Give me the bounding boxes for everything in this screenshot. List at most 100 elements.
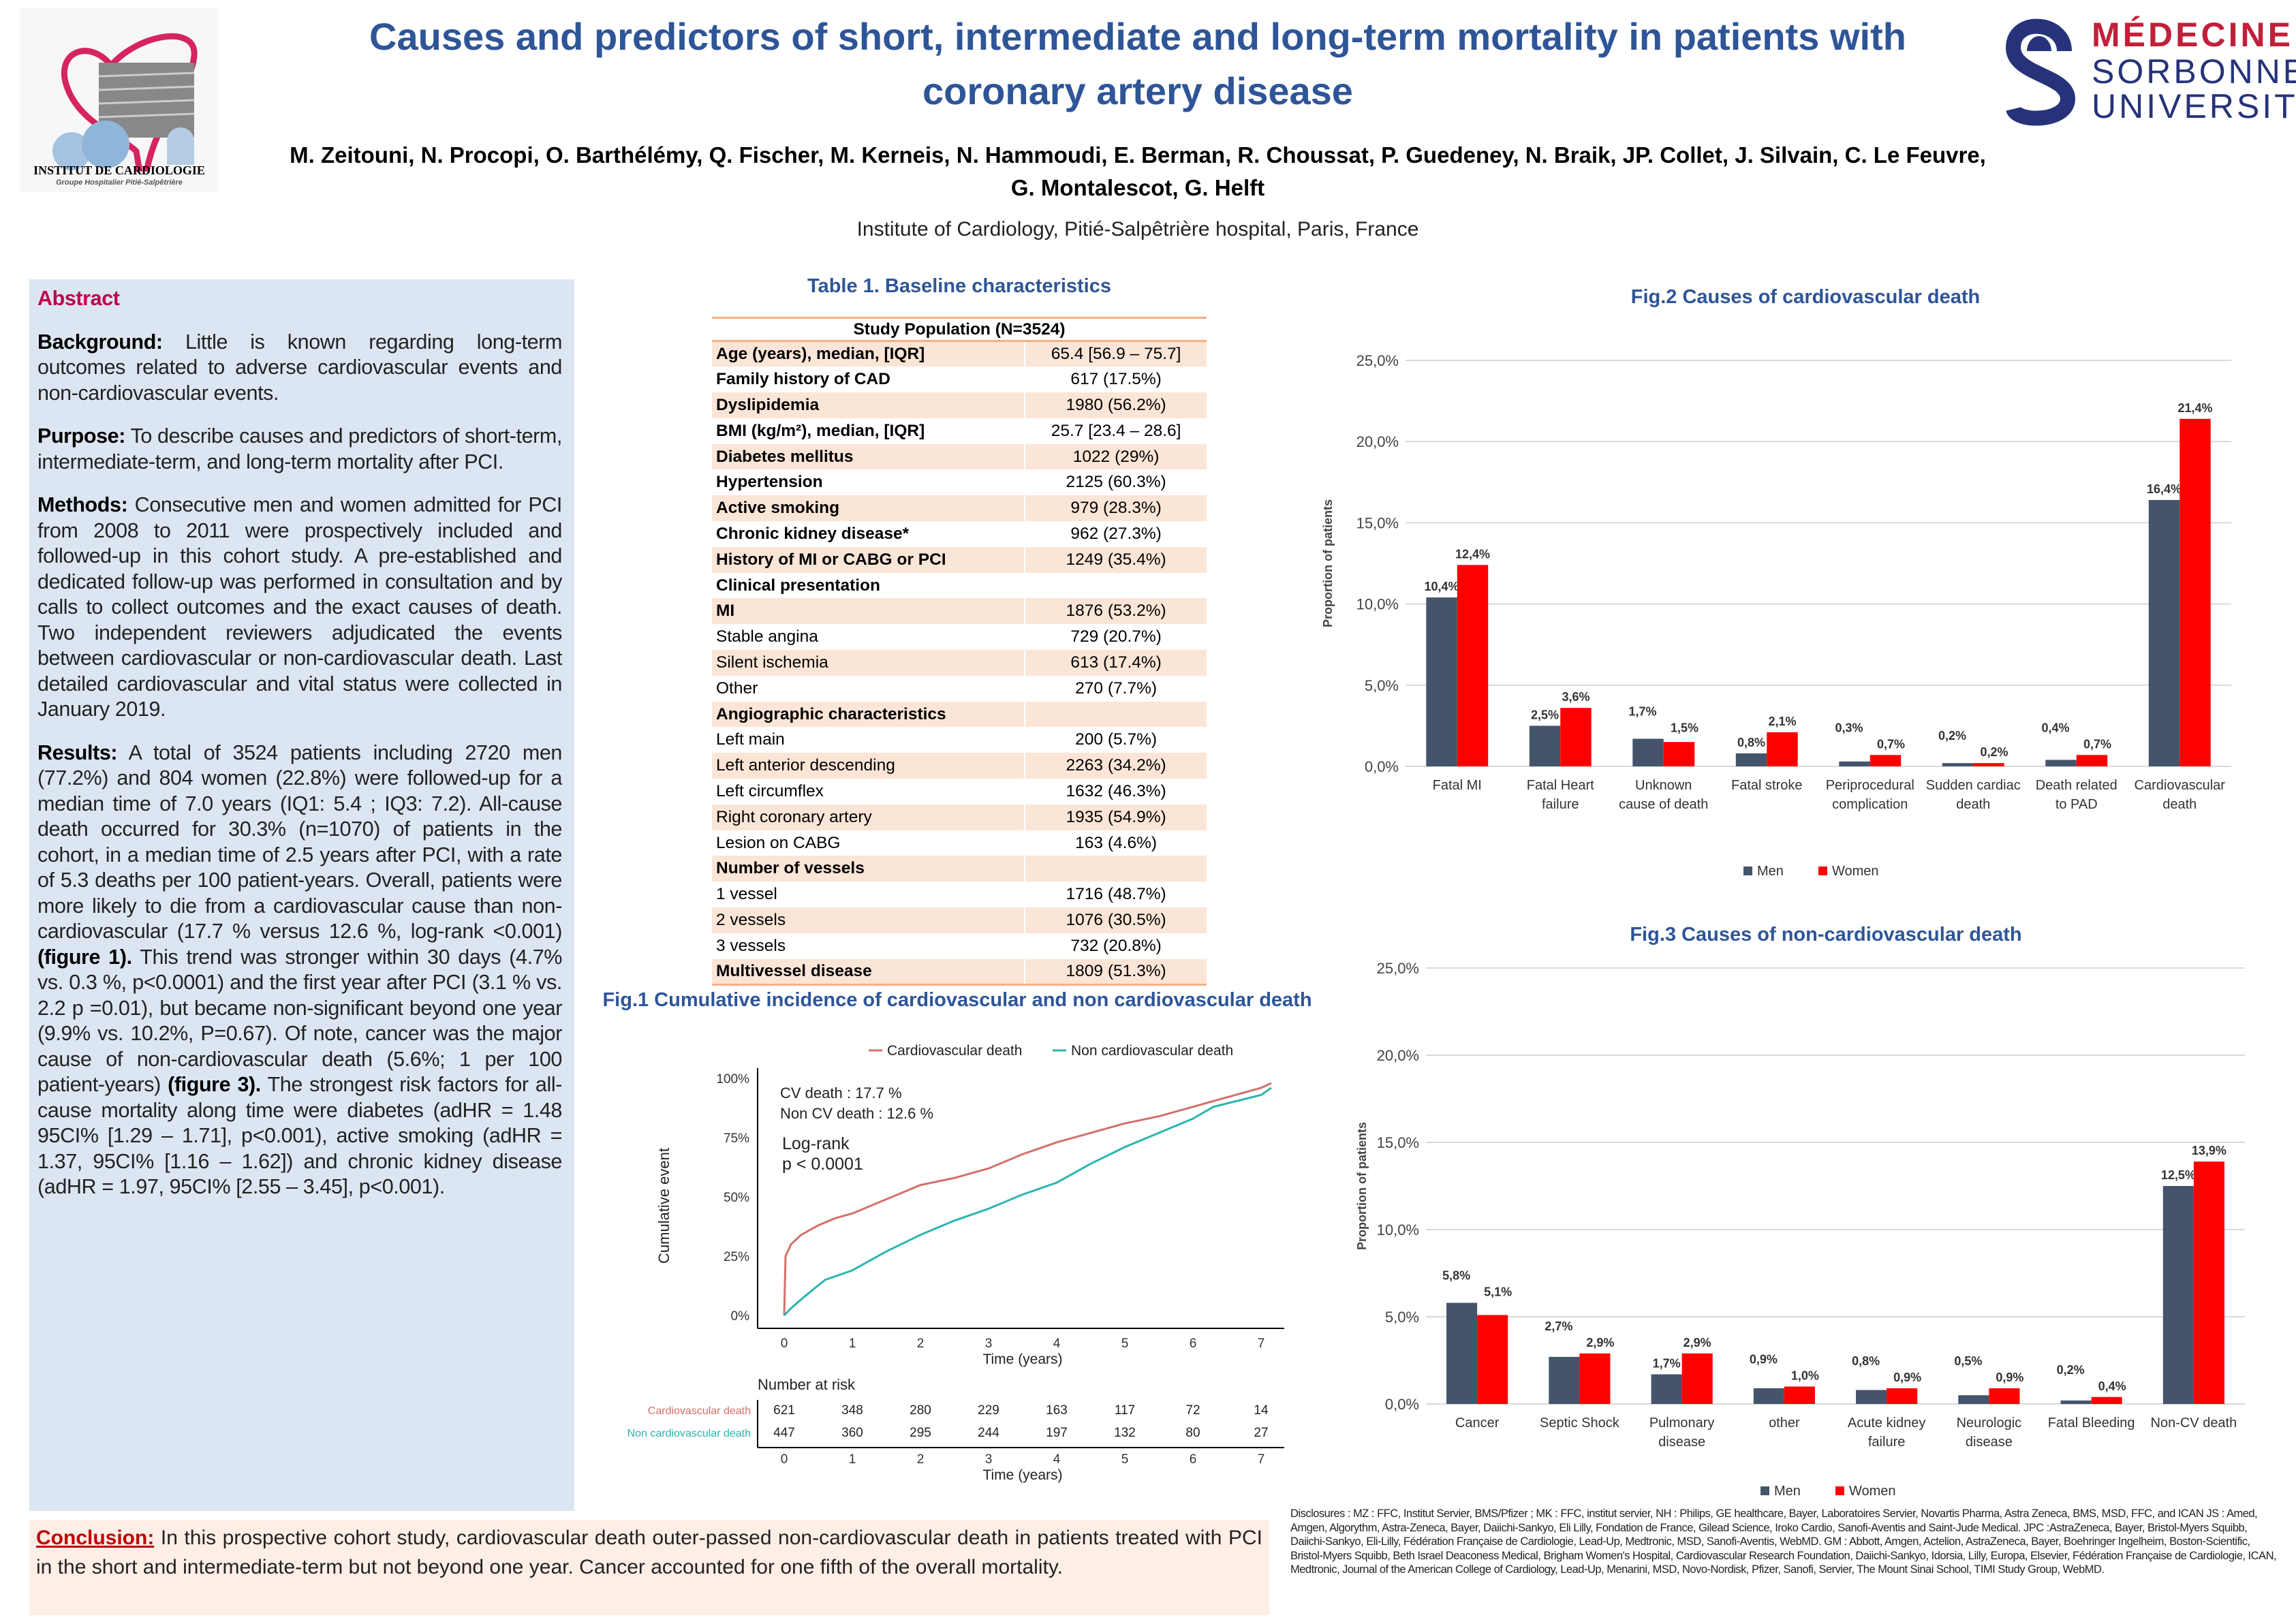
institut-cardiologie-logo: INSTITUT DE CARDIOLOGIE Groupe Hospitali… <box>20 8 218 192</box>
annotation: Non CV death : 12.6 % <box>780 1105 933 1122</box>
data-label: 0,4% <box>2098 1379 2126 1393</box>
row-label: Dyslipidemia <box>712 392 1025 418</box>
risk-x-tick-label: 5 <box>1121 1452 1129 1467</box>
bar-women <box>1887 1388 1918 1404</box>
y-tick-label: 10,0% <box>1356 596 1399 613</box>
legend-men-label: Men <box>1774 1484 1801 1499</box>
y-tick-label: 25% <box>724 1250 749 1264</box>
row-value: 732 (20.8%) <box>1024 933 1207 959</box>
x-tick-label: cause of death <box>1619 797 1708 812</box>
row-value <box>1024 701 1207 728</box>
legend-men-swatch <box>1743 866 1752 875</box>
conclusion-text: In this prospective cohort study, cardio… <box>36 1527 1262 1578</box>
risk-count: 244 <box>978 1426 999 1440</box>
row-value: 2125 (60.3%) <box>1024 469 1207 496</box>
data-label: 5,1% <box>1484 1285 1512 1299</box>
row-label: Left circumflex <box>716 781 824 800</box>
legend-noncv-label: Non cardiovascular death <box>1071 1043 1233 1059</box>
x-tick-label: complication <box>1832 797 1908 812</box>
row-value: 1632 (46.3%) <box>1024 779 1207 805</box>
bar-men <box>1735 753 1767 766</box>
row-value: 25.7 [23.4 – 28.6] <box>1024 418 1207 444</box>
y-tick-label: 10,0% <box>1377 1221 1419 1238</box>
x-tick-label: Sudden cardiac <box>1926 778 2021 793</box>
figure1-reference: (figure 1). <box>37 945 132 969</box>
x-tick-label: Cardiovascular <box>2135 778 2226 793</box>
sorbonne-s-icon <box>2005 18 2076 126</box>
bar-men <box>2148 500 2180 766</box>
x-tick-label: disease <box>1966 1435 2013 1450</box>
data-label: 0,8% <box>1852 1354 1880 1368</box>
data-label: 5,8% <box>1442 1269 1470 1283</box>
row-value: 65.4 [56.9 – 75.7] <box>1024 341 1207 367</box>
x-tick-label: to PAD <box>2055 797 2098 812</box>
fig2-title: Fig.2 Causes of cardiovascular death <box>1630 286 1981 308</box>
bar-men <box>2162 1186 2194 1404</box>
data-label: 0,9% <box>1893 1371 1921 1384</box>
row-value: 163 (4.6%) <box>1024 830 1207 856</box>
bar-women <box>1784 1386 1815 1404</box>
methods-text: Consecutive men and women admitted for P… <box>37 493 562 721</box>
risk-table-title: Number at risk <box>758 1376 856 1393</box>
table-row: MI 1876 (53.2%) <box>712 598 1207 625</box>
row-label: 3 vessels <box>716 936 786 955</box>
fig3-title: Fig.3 Causes of non-cardiovascular death <box>1630 924 2022 946</box>
y-tick-label: 5,0% <box>1385 1309 1419 1326</box>
abstract-methods: Methods: Consecutive men and women admit… <box>37 493 562 723</box>
table-row: Stable angina 729 (20.7%) <box>712 624 1207 651</box>
background-label: Background: <box>37 330 163 354</box>
data-label: 13,9% <box>2192 1144 2227 1157</box>
row-value: 613 (17.4%) <box>1024 650 1207 676</box>
table-row: 1 vessel 1716 (48.7%) <box>712 881 1207 908</box>
y-tick-label: 0,0% <box>1365 758 1399 775</box>
conclusion-label: Conclusion: <box>36 1527 155 1549</box>
y-tick-label: 15,0% <box>1356 514 1399 531</box>
data-label: 16,4% <box>2147 482 2182 496</box>
sorbonne-logo-line2: SORBONNE <box>2092 52 2296 91</box>
author-list: M. Zeitouni, N. Procopi, O. Barthélémy, … <box>290 142 1986 200</box>
data-label: 0,3% <box>1835 721 1863 734</box>
row-label: Right coronary artery <box>712 804 1025 830</box>
bar-women <box>1663 742 1695 766</box>
data-label: 0,2% <box>1938 729 1966 743</box>
row-label: Left anterior descending <box>712 753 1025 779</box>
risk-count: 447 <box>773 1426 795 1440</box>
row-value: 1076 (30.5%) <box>1024 907 1207 933</box>
results-label: Results: <box>37 740 118 764</box>
abstract-panel: Abstract Background: Little is known reg… <box>29 279 574 1511</box>
risk-count: 80 <box>1185 1426 1200 1440</box>
x-tick-label: Neurologic <box>1957 1416 2022 1431</box>
row-value <box>1024 572 1207 599</box>
data-label: 1,7% <box>1629 704 1657 718</box>
bar-women <box>1767 732 1798 766</box>
risk-x-tick-label: 2 <box>917 1452 925 1467</box>
bar-men <box>1446 1302 1478 1404</box>
bar-women <box>1579 1353 1611 1404</box>
bar-men <box>1753 1388 1784 1404</box>
x-tick-label: Septic Shock <box>1540 1416 1620 1431</box>
x-axis-label: Time (years) <box>982 1352 1062 1367</box>
bar-women <box>1477 1315 1508 1404</box>
results-text: The strongest risk factors for all-cause… <box>37 1073 562 1198</box>
sorbonne-logo: MÉDECINE SORBONNE UNIVERSITÉ <box>2003 10 2296 126</box>
row-label: Left main <box>716 730 785 749</box>
y-tick-label: 20,0% <box>1377 1047 1419 1064</box>
bar-women <box>1870 755 1902 766</box>
data-label: 1,5% <box>1671 721 1698 734</box>
risk-count: 14 <box>1254 1403 1269 1418</box>
bar-men <box>1651 1374 1682 1404</box>
purpose-label: Purpose: <box>37 424 125 448</box>
row-value: 1876 (53.2%) <box>1024 598 1207 625</box>
risk-x-tick-label: 4 <box>1053 1452 1061 1467</box>
bar-men <box>1549 1356 1580 1404</box>
y-axis-label: Proportion of patients <box>1355 1122 1369 1250</box>
risk-count: 197 <box>1046 1426 1068 1440</box>
risk-x-tick-label: 3 <box>985 1452 993 1467</box>
x-tick-label: Fatal stroke <box>1731 778 1802 793</box>
conclusion-panel: Conclusion: In this prospective cohort s… <box>29 1520 1269 1615</box>
x-tick-label: Unknown <box>1635 778 1692 793</box>
risk-x-tick-label: 0 <box>781 1452 788 1467</box>
x-tick-label: Cancer <box>1455 1416 1500 1431</box>
abstract-purpose: Purpose: To describe causes and predicto… <box>37 424 562 475</box>
row-value: 729 (20.7%) <box>1024 624 1207 651</box>
